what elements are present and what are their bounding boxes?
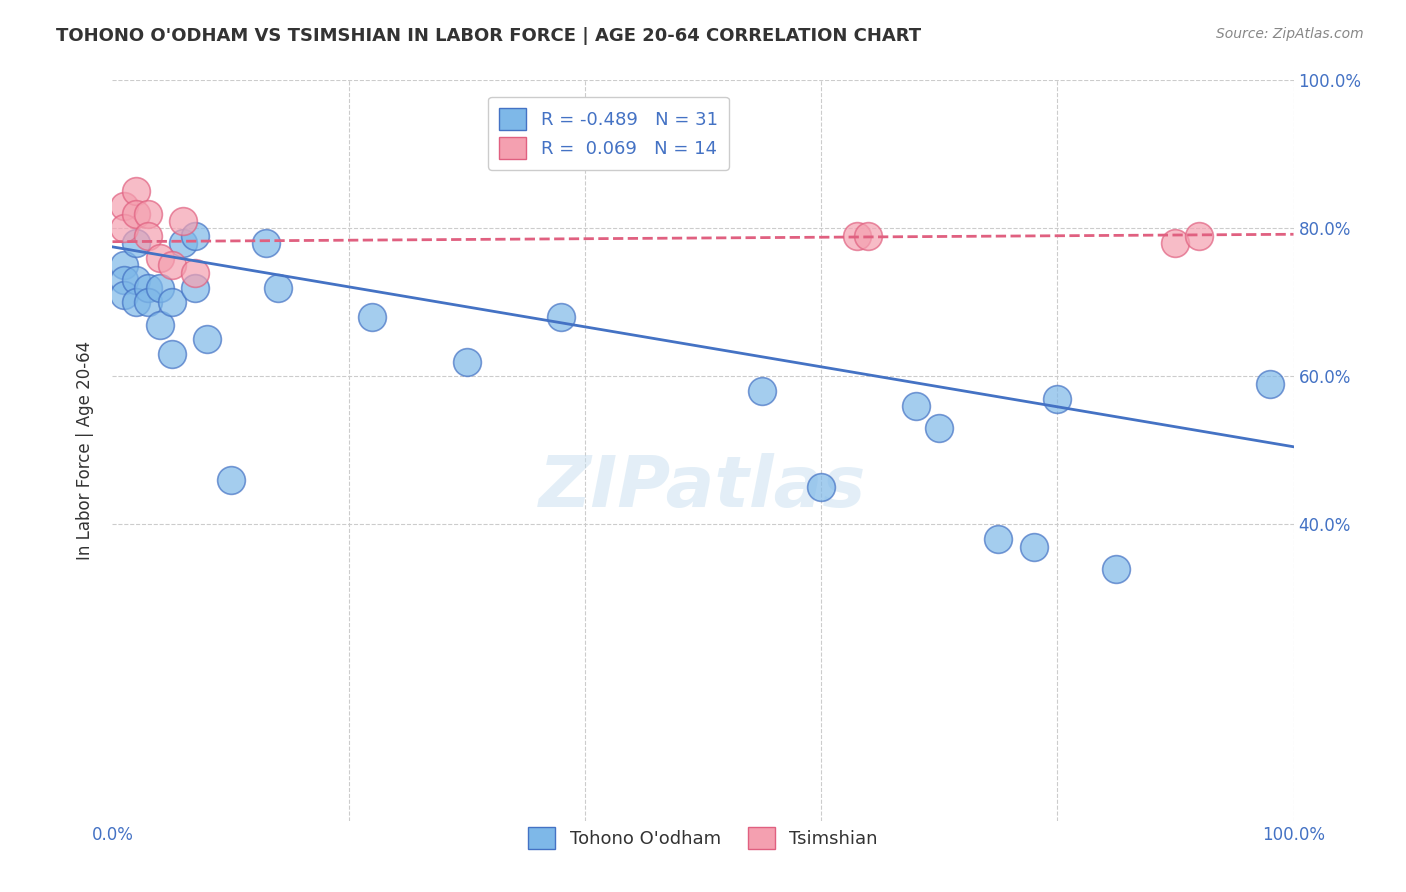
Point: [1046, 392, 1069, 406]
Point: [1164, 236, 1187, 251]
Point: [751, 384, 773, 399]
Point: [184, 280, 207, 294]
Point: [160, 259, 183, 273]
Legend: Tohono O'odham, Tsimshian: Tohono O'odham, Tsimshian: [520, 820, 886, 856]
Point: [928, 421, 950, 435]
Point: [845, 228, 868, 243]
Point: [160, 347, 183, 361]
Point: [160, 295, 183, 310]
Point: [858, 228, 880, 243]
Point: [184, 266, 207, 280]
Point: [1105, 562, 1128, 576]
Point: [112, 221, 135, 235]
Point: [136, 280, 159, 294]
Point: [112, 273, 135, 287]
Point: [112, 199, 135, 213]
Point: [125, 206, 148, 220]
Point: [112, 288, 135, 302]
Point: [172, 236, 194, 251]
Text: TOHONO O'ODHAM VS TSIMSHIAN IN LABOR FORCE | AGE 20-64 CORRELATION CHART: TOHONO O'ODHAM VS TSIMSHIAN IN LABOR FOR…: [56, 27, 921, 45]
Point: [987, 533, 1010, 547]
Point: [1022, 540, 1045, 554]
Point: [136, 206, 159, 220]
Point: [456, 354, 478, 368]
Point: [112, 259, 135, 273]
Point: [125, 273, 148, 287]
Point: [149, 251, 172, 265]
Point: [136, 295, 159, 310]
Point: [184, 228, 207, 243]
Point: [810, 480, 832, 494]
Point: [254, 236, 277, 251]
Point: [125, 236, 148, 251]
Text: Source: ZipAtlas.com: Source: ZipAtlas.com: [1216, 27, 1364, 41]
Point: [267, 280, 290, 294]
Point: [125, 184, 148, 198]
Point: [1188, 228, 1211, 243]
Point: [1258, 376, 1281, 391]
Point: [219, 473, 242, 487]
Point: [195, 332, 218, 346]
Point: [550, 310, 572, 325]
Point: [125, 295, 148, 310]
Point: [136, 228, 159, 243]
Text: ZIPatlas: ZIPatlas: [540, 453, 866, 522]
Y-axis label: In Labor Force | Age 20-64: In Labor Force | Age 20-64: [76, 341, 94, 560]
Point: [149, 318, 172, 332]
Point: [361, 310, 384, 325]
Point: [172, 214, 194, 228]
Point: [149, 280, 172, 294]
Point: [904, 399, 927, 413]
